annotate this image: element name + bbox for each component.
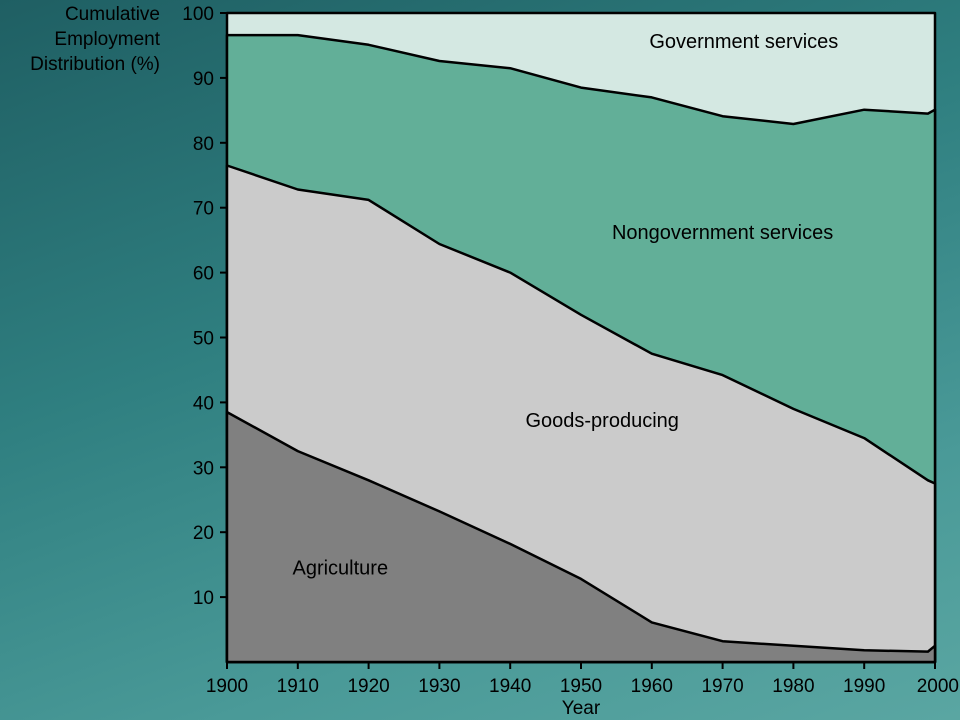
x-tick-label: 1930 <box>418 676 460 697</box>
area-layers <box>225 11 937 664</box>
y-tick-label: 60 <box>193 264 214 285</box>
y-tick-label: 40 <box>193 393 214 414</box>
y-axis-title-line: Distribution (%) <box>30 54 160 75</box>
y-tick-label: 30 <box>193 458 214 479</box>
area-label-nongovernment-services: Nongovernment services <box>612 222 833 244</box>
x-ticks: 1900 1910 1920 1930 1940 1950 1960 1970 1980 1990… <box>206 662 959 697</box>
x-axis-title: Year <box>562 698 601 719</box>
area-agriculture <box>225 410 937 664</box>
area-labels: Agriculture Goods-producing Nongovernment … <box>292 31 838 579</box>
y-axis-title-line: Cumulative <box>65 4 160 25</box>
x-tick-label: 1960 <box>631 676 673 697</box>
x-tick-label: 1920 <box>347 676 389 697</box>
y-tick-label: 50 <box>193 329 214 350</box>
area-label-agriculture: Agriculture <box>292 557 388 579</box>
x-tick-label: 1990 <box>843 676 885 697</box>
x-tick-label: 1940 <box>489 676 531 697</box>
area-label-goods-producing: Goods-producing <box>525 410 678 432</box>
x-tick-label: 1980 <box>772 676 814 697</box>
y-tick-label: 80 <box>193 134 214 155</box>
x-tick-label: 1950 <box>560 676 602 697</box>
x-tick-label: 1910 <box>277 676 319 697</box>
x-tick-label: 1900 <box>206 676 248 697</box>
x-tick-label: 2000 <box>917 676 959 697</box>
y-tick-label: 20 <box>193 523 214 544</box>
y-tick-label: 10 <box>193 588 214 609</box>
x-tick-label: 1970 <box>701 676 743 697</box>
y-axis-title: Cumulative Employment Distribution (%) <box>30 4 161 75</box>
y-tick-label: 70 <box>193 199 214 220</box>
y-ticks: 10 20 30 40 50 60 70 80 90 100 <box>182 4 227 609</box>
y-axis-title-line: Employment <box>54 29 160 50</box>
y-tick-label: 100 <box>182 4 214 25</box>
y-tick-label: 90 <box>193 69 214 90</box>
area-label-government-services: Government services <box>649 31 838 53</box>
